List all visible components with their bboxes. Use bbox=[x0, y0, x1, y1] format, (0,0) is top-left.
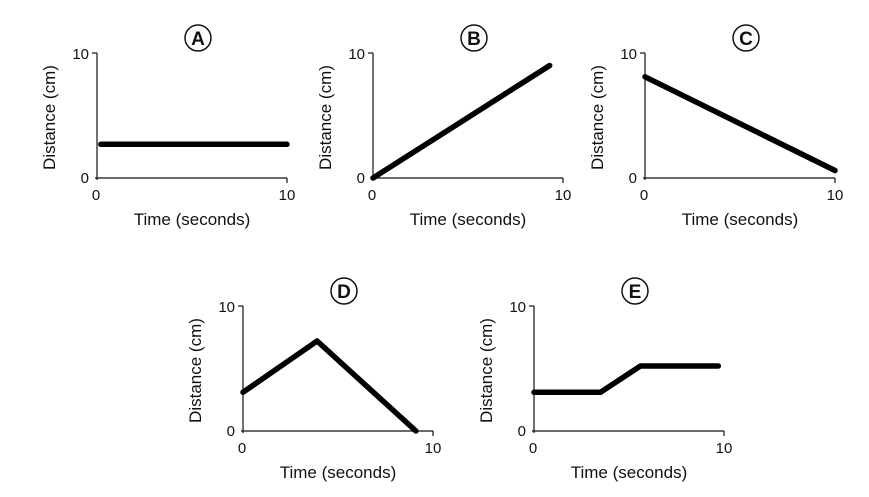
y-tick-label: 0 bbox=[518, 423, 526, 440]
x-tick-label: 0 bbox=[368, 187, 376, 204]
y-axis-label: Distance (cm) bbox=[40, 65, 59, 170]
series-line bbox=[240, 338, 419, 434]
chart-c: 0 10 0 10 Time (seconds) Distance (cm) C bbox=[588, 24, 844, 229]
y-tick-label: 10 bbox=[509, 299, 526, 316]
x-tick-label: 10 bbox=[279, 187, 296, 204]
y-tick-label: 0 bbox=[227, 423, 235, 440]
y-axis-label: Distance (cm) bbox=[477, 318, 496, 423]
panel-letter-circle bbox=[330, 277, 358, 305]
y-tick-label: 0 bbox=[629, 170, 637, 187]
y-axis-label: Distance (cm) bbox=[588, 65, 607, 170]
y-axis-label: Distance (cm) bbox=[186, 318, 205, 423]
x-tick-label: 10 bbox=[555, 187, 572, 204]
panel-letter: D bbox=[337, 282, 351, 303]
x-tick-label: 0 bbox=[640, 187, 648, 204]
chart-a: 0 10 0 10 Time (seconds) Distance (cm) A bbox=[40, 24, 296, 229]
panel-letter-circle bbox=[184, 24, 212, 52]
x-tick-label: 0 bbox=[529, 440, 537, 457]
chart-d: 0 10 0 10 Time (seconds) Distance (cm) D bbox=[186, 277, 442, 482]
y-tick-label: 0 bbox=[81, 170, 89, 187]
y-tick-label: 10 bbox=[620, 46, 637, 63]
y-tick-label: 10 bbox=[72, 46, 89, 63]
y-tick-label: 0 bbox=[357, 170, 365, 187]
chart-e: 0 10 0 10 Time (seconds) Distance (cm) E bbox=[477, 277, 733, 482]
panel-letter-circle bbox=[460, 24, 488, 52]
series-line bbox=[370, 62, 553, 181]
x-tick-label: 10 bbox=[827, 187, 844, 204]
y-axis-label: Distance (cm) bbox=[316, 65, 335, 170]
panel-letter: A bbox=[191, 29, 205, 50]
chart-b: 0 10 0 10 Time (seconds) Distance (cm) B bbox=[316, 24, 572, 229]
y-tick-label: 10 bbox=[348, 46, 365, 63]
x-axis-label: Time (seconds) bbox=[410, 210, 527, 229]
panel-letter: E bbox=[629, 282, 642, 303]
panel-letter-circle bbox=[732, 24, 760, 52]
panel-letter-circle bbox=[621, 277, 649, 305]
series-line bbox=[642, 74, 838, 174]
x-axis-label: Time (seconds) bbox=[571, 463, 688, 482]
series-line bbox=[531, 363, 722, 396]
x-axis-label: Time (seconds) bbox=[280, 463, 397, 482]
panel-letter: B bbox=[467, 29, 481, 50]
x-tick-label: 0 bbox=[92, 187, 100, 204]
x-axis-label: Time (seconds) bbox=[682, 210, 799, 229]
x-axis-label: Time (seconds) bbox=[134, 210, 251, 229]
panel-letter: C bbox=[739, 29, 753, 50]
x-tick-label: 10 bbox=[425, 440, 442, 457]
y-tick-label: 10 bbox=[218, 299, 235, 316]
x-tick-label: 0 bbox=[238, 440, 246, 457]
x-tick-label: 10 bbox=[716, 440, 733, 457]
